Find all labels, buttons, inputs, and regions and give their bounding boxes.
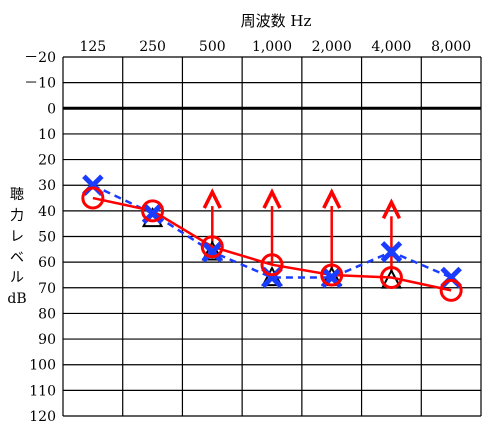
x-tick-label: 500 [199, 39, 226, 55]
left-ear-cross-marker [201, 241, 224, 263]
y-tick-label: 70 [38, 281, 56, 297]
y-tick-label: －10 [24, 76, 56, 92]
y-tick-label: 50 [38, 230, 56, 246]
x-tick-label: 1,000 [252, 39, 292, 55]
y-axis-title-char: ル [10, 270, 24, 286]
x-tick-label: 250 [139, 39, 166, 55]
y-tick-label: 120 [29, 409, 56, 425]
y-tick-label: 60 [38, 255, 56, 271]
y-tick-labels: －20 －10 0 10 20 30 40 50 60 70 80 90 100 110 120 [24, 50, 56, 425]
scale-out-arrowhead [262, 188, 282, 209]
x-tick-label: 125 [79, 39, 106, 55]
y-axis-title-char: ベ [10, 250, 24, 266]
y-tick-label: 100 [29, 358, 56, 374]
right-ear-circle-marker [379, 266, 403, 290]
right-ear-circle-marker [200, 235, 224, 259]
y-axis-title-char: レ [10, 229, 24, 245]
y-tick-label: 40 [38, 204, 56, 220]
right-ear-circle-marker [320, 263, 344, 287]
y-axis-title-char: 聴 [10, 187, 24, 203]
y-tick-label: －20 [24, 50, 56, 66]
right-ear-circle-marker [260, 253, 284, 277]
x-tick-labels: 125 250 500 1,000 2,000 4,000 8,000 [79, 39, 471, 55]
right-ear-circle-marker [439, 278, 463, 302]
y-axis-title-char: dB [7, 291, 26, 307]
y-tick-label: 10 [38, 127, 56, 143]
left-ear-cross-marker [380, 241, 403, 263]
right-ear-circle-marker [141, 199, 165, 223]
y-tick-label: 110 [29, 383, 56, 399]
y-tick-label: 20 [38, 153, 56, 169]
plot-series [81, 174, 463, 302]
x-tick-label: 8,000 [431, 39, 471, 55]
right-ear-circle-marker [81, 186, 105, 210]
frequency-axis-title: 周波数 Hz [241, 12, 312, 30]
y-tick-label: 30 [38, 178, 56, 194]
scale-out-arrowhead [202, 188, 222, 209]
y-axis-title-char: 力 [10, 208, 24, 224]
y-tick-label: 90 [38, 332, 56, 348]
x-tick-label: 4,000 [371, 39, 411, 55]
grid [62, 56, 482, 417]
x-tick-label: 2,000 [312, 39, 352, 55]
y-tick-label: 0 [47, 101, 56, 117]
scale-out-arrowhead [322, 188, 342, 209]
y-tick-label: 80 [38, 306, 56, 322]
scale-out-arrowhead [381, 198, 401, 220]
